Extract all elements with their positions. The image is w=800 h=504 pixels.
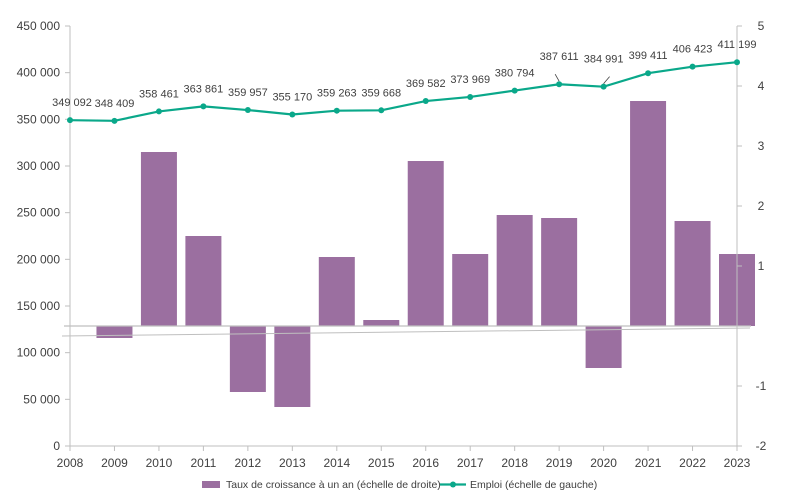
bar-2014: [318, 257, 355, 326]
legend-swatch-point: [450, 481, 456, 488]
bar-2017: [452, 254, 489, 326]
bar-2011: [185, 236, 222, 326]
line-layer: [67, 59, 740, 124]
bar-2018: [496, 215, 533, 326]
point-2012: [244, 107, 251, 114]
point-2009: [111, 117, 118, 124]
data-label-2012: 359 957: [228, 87, 268, 99]
left-tick-label: 0: [53, 439, 60, 453]
bar-2012: [229, 326, 266, 392]
right-tick-label: 1: [758, 259, 765, 273]
left-tick-label: 300 000: [17, 159, 61, 173]
left-tick-label: 400 000: [17, 66, 61, 80]
point-2023: [734, 59, 740, 66]
data-label-2017: 373 969: [450, 74, 490, 86]
point-2015: [378, 107, 385, 114]
data-label-2010: 358 461: [139, 88, 179, 100]
x-tick-label: 2015: [368, 456, 395, 470]
x-tick-label: 2020: [590, 456, 617, 470]
point-2010: [155, 108, 162, 115]
legend-swatch-bars: [202, 481, 220, 488]
bar-2016: [407, 161, 444, 326]
x-tick-label: 2010: [146, 456, 173, 470]
point-2014: [333, 107, 340, 114]
right-tick-label: 5: [758, 19, 765, 33]
x-tick-label: 2009: [101, 456, 128, 470]
data-label-2023: 411 199: [718, 39, 757, 51]
bar-2019: [541, 218, 578, 326]
legend-label-bars: Taux de croissance à un an (échelle de d…: [226, 479, 441, 491]
point-2013: [289, 111, 296, 118]
left-tick-label: 200 000: [17, 252, 61, 266]
axes-layer: 0 50 000 100 000 150 000 200 000 250 000 300 0…: [17, 19, 767, 470]
data-label-2019: 387 611: [540, 51, 579, 63]
left-tick-label: 100 000: [17, 346, 61, 360]
point-2011: [200, 103, 207, 110]
x-tick-label: 2021: [635, 456, 662, 470]
x-tick-label: 2011: [190, 456, 216, 470]
bar-2022: [674, 221, 711, 326]
left-tick-label: 50 000: [23, 392, 60, 406]
point-2017: [467, 93, 474, 100]
right-tick-label: 4: [758, 79, 765, 93]
label-leader: [603, 76, 610, 84]
bars-layer: [96, 101, 755, 407]
data-label-2011: 363 861: [184, 83, 224, 95]
x-tick-label: 2014: [323, 456, 350, 470]
x-tick-label: 2012: [235, 456, 262, 470]
point-2016: [422, 98, 429, 105]
axis-break-line: [61, 327, 751, 337]
bar-2010: [140, 152, 177, 326]
right-tick-label: -2: [756, 439, 767, 453]
data-label-2018: 380 794: [495, 68, 535, 80]
point-2021: [645, 70, 652, 77]
bar-2013: [274, 326, 311, 407]
x-tick-label: 2017: [457, 456, 484, 470]
legend-label-line: Emploi (échelle de gauche): [470, 479, 597, 491]
left-tick-label: 350 000: [17, 112, 61, 126]
x-tick-label: 2016: [412, 456, 439, 470]
left-tick-label: 250 000: [17, 206, 61, 220]
data-label-2022: 406 423: [673, 44, 713, 56]
bar-2021: [630, 101, 667, 326]
right-tick-label: -1: [756, 379, 767, 393]
point-2020: [600, 83, 607, 90]
x-tick-label: 2023: [724, 456, 751, 470]
data-label-2009: 348 409: [95, 98, 135, 110]
x-tick-label: 2022: [679, 456, 706, 470]
data-label-2008: 349 092: [52, 97, 92, 109]
data-label-2016: 369 582: [406, 78, 446, 90]
data-label-2015: 359 668: [361, 87, 401, 99]
bar-2015: [363, 320, 400, 326]
bar-2009: [96, 326, 133, 338]
data-label-2014: 359 263: [317, 88, 357, 100]
right-tick-label: 3: [758, 139, 765, 153]
point-2008: [67, 117, 73, 124]
right-tick-label: 2: [758, 199, 765, 213]
label-leader: [554, 74, 560, 82]
employment-line: [69, 61, 738, 122]
x-tick-label: 2018: [501, 456, 528, 470]
left-tick-label: 450 000: [17, 19, 61, 33]
x-tick-label: 2019: [546, 456, 573, 470]
labels-layer: 349 092 348 409 358 461 363 861 359 957 355 1…: [52, 39, 756, 110]
point-2018: [511, 87, 518, 94]
data-label-2020: 384 991: [584, 54, 624, 66]
data-label-2021: 399 411: [629, 50, 668, 62]
bar-2020: [585, 326, 622, 368]
x-tick-label: 2013: [279, 456, 306, 470]
data-label-2013: 355 170: [272, 92, 312, 104]
point-2022: [689, 63, 696, 70]
x-tick-label: 2008: [57, 456, 84, 470]
left-tick-label: 150 000: [17, 299, 61, 313]
legend: Taux de croissance à un an (échelle de d…: [202, 479, 597, 491]
point-2019: [556, 81, 563, 88]
